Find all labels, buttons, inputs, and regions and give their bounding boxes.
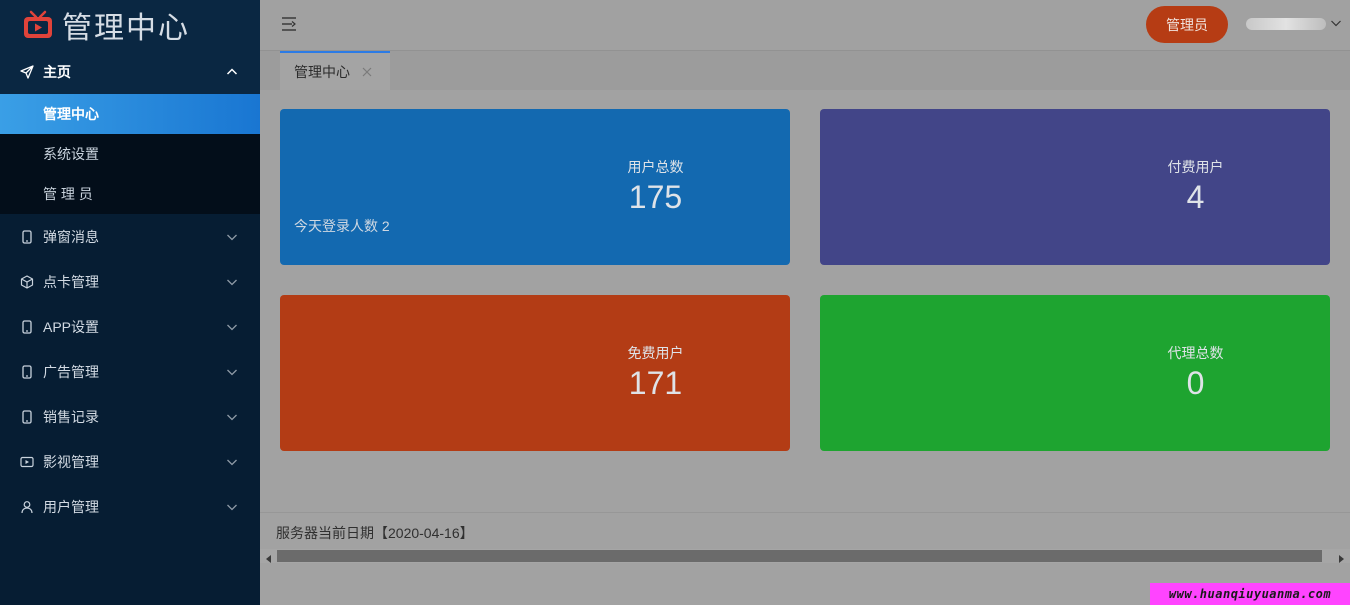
menu-popup-messages-label: 弹窗消息	[43, 228, 99, 245]
sidebar-item-dashboard[interactable]: 管理中心	[0, 94, 260, 134]
chevron-down-icon	[226, 321, 238, 333]
menu-home-label: 主页	[43, 64, 71, 80]
stat-value: 4	[1186, 179, 1205, 215]
watermark: www.huanqiuyuanma.com	[1150, 583, 1350, 605]
phone-icon	[20, 319, 34, 334]
sidebar-item-administrators[interactable]: 管 理 员	[43, 186, 93, 202]
sidebar-item-system-settings[interactable]: 系统设置	[43, 146, 99, 162]
menu-sales-records-label: 销售记录	[43, 408, 99, 425]
menu-app-settings[interactable]: APP设置	[0, 304, 260, 349]
today-login-count: 今天登录人数 2	[294, 218, 390, 234]
menu-sales-records[interactable]: 销售记录	[0, 394, 260, 439]
chevron-down-icon	[226, 501, 238, 513]
user-menu[interactable]	[1246, 14, 1346, 34]
menu-card-management[interactable]: 点卡管理	[0, 259, 260, 304]
server-date: 服务器当前日期【2020-04-16】	[276, 525, 474, 541]
cube-icon	[20, 274, 34, 289]
menu-home[interactable]: 主页	[0, 50, 260, 94]
stat-value: 0	[1186, 365, 1205, 401]
menu-user-management-label: 用户管理	[43, 498, 99, 515]
stat-card-paid-users: 付费用户 4	[820, 109, 1330, 265]
logo: 管理中心	[0, 0, 260, 50]
sidebar: 管理中心 主页 管理中心 系统设置 管 理 员 弹窗消息 点卡管理	[0, 0, 260, 605]
menu-ad-management[interactable]: 广告管理	[0, 349, 260, 394]
user-icon	[20, 500, 34, 514]
menu-popup-messages[interactable]: 弹窗消息	[0, 214, 260, 259]
stat-card-agents: 代理总数 0	[820, 295, 1330, 451]
scroll-thumb[interactable]	[277, 550, 1322, 562]
stat-label: 付费用户	[1167, 159, 1224, 175]
chevron-down-icon	[226, 366, 238, 378]
close-icon[interactable]	[362, 67, 372, 77]
menu-card-management-label: 点卡管理	[43, 273, 99, 290]
tab-dashboard[interactable]: 管理中心	[280, 51, 390, 91]
scroll-left-icon[interactable]	[264, 551, 274, 563]
footer: 服务器当前日期【2020-04-16】	[260, 512, 1350, 550]
scroll-right-icon[interactable]	[1336, 551, 1346, 563]
stat-card-free-users: 免费用户 171	[280, 295, 790, 451]
chevron-down-icon	[226, 276, 238, 288]
menu-user-management[interactable]: 用户管理	[0, 484, 260, 529]
chevron-down-icon	[226, 456, 238, 468]
chevron-down-icon	[1330, 16, 1342, 30]
phone-icon	[20, 364, 34, 379]
tab-dashboard-label: 管理中心	[294, 64, 350, 80]
menu-ad-management-label: 广告管理	[43, 363, 99, 380]
chevron-down-icon	[226, 411, 238, 423]
menu-toggle-icon[interactable]	[280, 15, 298, 33]
phone-icon	[20, 409, 34, 424]
submenu-home: 管理中心 系统设置 管 理 员	[0, 94, 260, 214]
stat-label: 免费用户	[627, 345, 684, 361]
stat-card-total-users: 用户总数 175 今天登录人数 2	[280, 109, 790, 265]
admin-button[interactable]: 管理员	[1146, 6, 1228, 43]
horizontal-scrollbar[interactable]	[260, 549, 1350, 563]
menu-video-management-label: 影视管理	[43, 453, 99, 470]
stat-value: 175	[628, 179, 683, 215]
tv-logo-icon	[24, 10, 52, 38]
menu-video-management[interactable]: 影视管理	[0, 439, 260, 484]
phone-icon	[20, 229, 34, 244]
menu-app-settings-label: APP设置	[43, 318, 100, 335]
video-icon	[20, 455, 34, 469]
tab-bar: 管理中心	[260, 50, 1350, 91]
main-content: 用户总数 175 今天登录人数 2 付费用户 4 免费用户 171 代理总数 0	[260, 90, 1350, 512]
stat-value: 171	[628, 365, 683, 401]
stat-label: 代理总数	[1167, 345, 1224, 361]
stat-label: 用户总数	[627, 159, 684, 175]
avatar	[1246, 18, 1326, 30]
top-header: 管理员	[260, 0, 1350, 50]
app-title: 管理中心	[62, 12, 190, 45]
chevron-down-icon	[226, 231, 238, 243]
chevron-up-icon	[226, 66, 238, 78]
paper-plane-icon	[20, 65, 34, 79]
